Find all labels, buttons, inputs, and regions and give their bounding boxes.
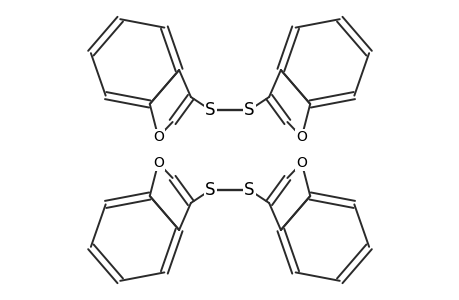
Text: O: O — [296, 130, 307, 144]
Text: O: O — [152, 130, 163, 144]
Text: S: S — [205, 181, 215, 199]
Text: O: O — [152, 156, 163, 170]
Text: O: O — [296, 156, 307, 170]
Text: S: S — [205, 101, 215, 119]
Text: S: S — [244, 101, 254, 119]
Text: S: S — [244, 181, 254, 199]
